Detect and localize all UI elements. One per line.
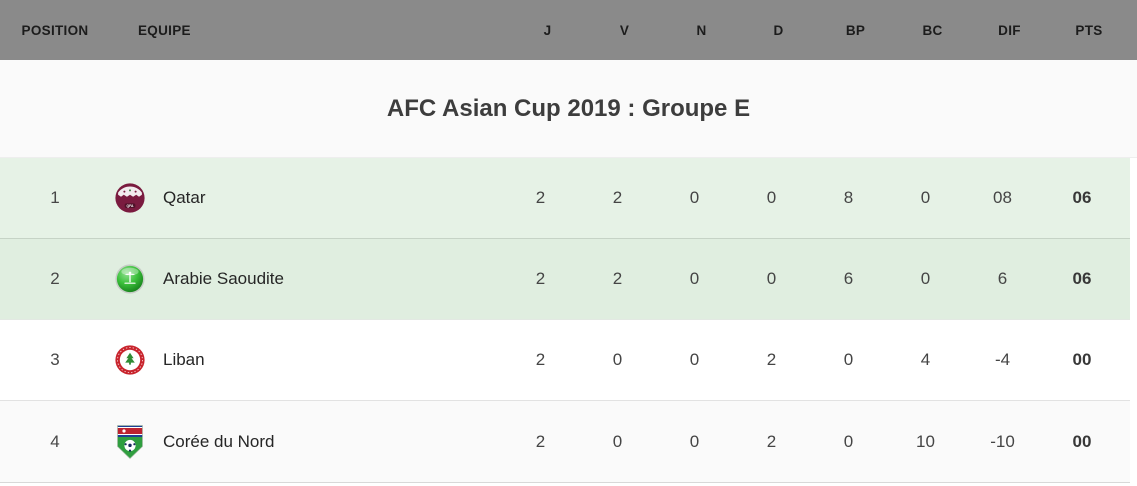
table-row: 4 <box>0 401 1130 483</box>
stat-n-cell: 0 <box>689 188 700 207</box>
stat-bp-cell: 8 <box>843 188 854 207</box>
group-title-section: AFC Asian Cup 2019 : Groupe E <box>0 60 1137 158</box>
position-cell: 1 <box>50 188 60 207</box>
saudi-arabia-crest-icon <box>115 260 145 298</box>
stat-j-cell: 2 <box>535 269 546 288</box>
stat-d-cell: 2 <box>766 350 777 369</box>
column-header-dif: DIF <box>998 22 1021 38</box>
stat-v-cell: 2 <box>612 269 623 288</box>
qatar-crest-icon: QFA <box>115 179 145 217</box>
stat-v-cell: 0 <box>612 350 623 369</box>
table-header: POSITION EQUIPE J V N D BP BC DIF PTS <box>0 0 1137 60</box>
north-korea-crest-icon <box>115 423 145 461</box>
position-cell: 2 <box>50 269 60 288</box>
stat-dif-cell: 08 <box>993 188 1012 207</box>
stat-bc-cell: 10 <box>916 431 935 451</box>
stat-pts-cell: 00 <box>1072 350 1092 369</box>
stat-bp-cell: 0 <box>843 350 854 369</box>
column-header-j: J <box>543 22 552 38</box>
stat-v-cell: 0 <box>612 431 623 451</box>
lebanon-crest-icon <box>115 341 145 379</box>
column-header-n: N <box>696 22 707 38</box>
stat-bp-cell: 6 <box>843 269 854 288</box>
stat-pts-cell: 00 <box>1072 431 1092 451</box>
stat-n-cell: 0 <box>689 269 700 288</box>
stat-v-cell: 2 <box>612 188 623 207</box>
column-header-bp: BP <box>845 22 866 38</box>
stat-bc-cell: 0 <box>920 269 931 288</box>
stat-bc-cell: 0 <box>920 188 931 207</box>
team-name: Qatar <box>163 188 206 207</box>
stat-n-cell: 0 <box>689 431 700 451</box>
stat-dif-cell: 6 <box>997 269 1008 288</box>
team-name: Arabie Saoudite <box>163 269 284 288</box>
stat-dif-cell: -10 <box>990 431 1015 451</box>
svg-text:QFA: QFA <box>127 204 135 208</box>
group-title: AFC Asian Cup 2019 : Groupe E <box>386 94 751 122</box>
stat-bp-cell: 0 <box>843 431 854 451</box>
column-header-v: V <box>619 22 630 38</box>
stat-j-cell: 2 <box>535 350 546 369</box>
column-header-equipe: EQUIPE <box>138 22 191 38</box>
position-cell: 4 <box>50 431 60 451</box>
column-header-bc: BC <box>922 22 943 38</box>
column-header-pts: PTS <box>1075 22 1103 38</box>
stat-n-cell: 0 <box>689 350 700 369</box>
table-row: 2 <box>0 239 1130 320</box>
column-header-position: POSITION <box>21 22 89 38</box>
stat-pts-cell: 06 <box>1072 269 1092 288</box>
team-name: Liban <box>163 350 205 369</box>
stat-j-cell: 2 <box>535 188 546 207</box>
stat-j-cell: 2 <box>535 431 546 451</box>
table-row: 1 QFA Qatar 2 2 0 0 <box>0 158 1130 239</box>
stat-d-cell: 2 <box>766 431 777 451</box>
stat-pts-cell: 06 <box>1072 188 1092 207</box>
stat-bc-cell: 4 <box>920 350 931 369</box>
stat-dif-cell: -4 <box>994 350 1011 369</box>
column-header-d: D <box>773 22 784 38</box>
stat-d-cell: 0 <box>766 188 777 207</box>
stat-d-cell: 0 <box>766 269 777 288</box>
table-row: 3 Liban 2 0 0 2 0 4 -4 00 <box>0 320 1130 401</box>
team-name: Corée du Nord <box>163 431 275 451</box>
position-cell: 3 <box>50 350 60 369</box>
